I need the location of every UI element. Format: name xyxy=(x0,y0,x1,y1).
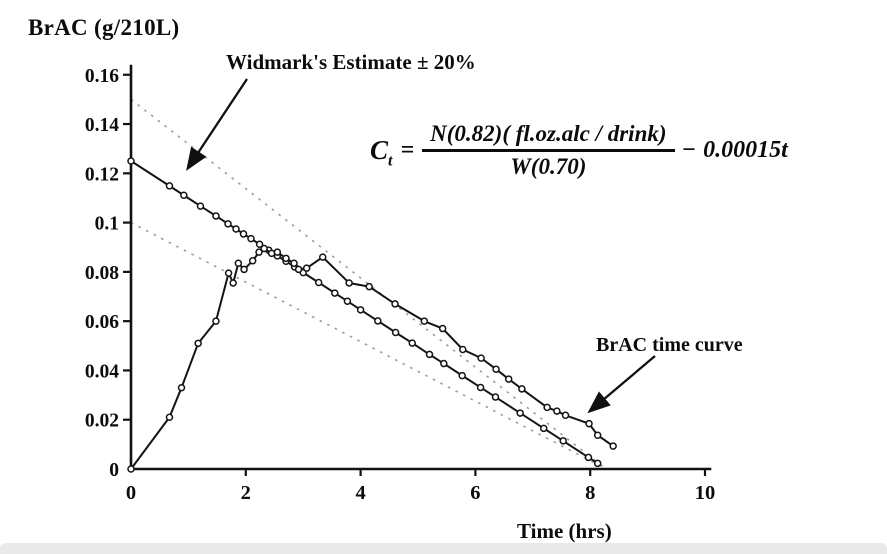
formula-fraction: N(0.82)( fl.oz.alc / drink) W(0.70) xyxy=(422,121,675,180)
widmark-estimate-marker xyxy=(314,278,323,287)
widmark-estimate-marker xyxy=(247,234,255,243)
widmark-annotation-label: Widmark's Estimate ± 20% xyxy=(226,50,476,74)
bottom-scrubber-bar xyxy=(0,543,887,554)
brac-time-curve-marker xyxy=(438,324,447,333)
widmark-estimate-marker xyxy=(391,328,400,337)
brac-time-curve-line xyxy=(130,247,615,470)
widmark-estimate-marker xyxy=(559,437,567,445)
brac-time-curve-marker xyxy=(294,265,303,274)
brac-annotation-arrow xyxy=(587,355,656,414)
widmark-estimate-marker xyxy=(458,371,466,380)
brac-time-curve-marker xyxy=(224,269,233,277)
y-tick-label: 0.04 xyxy=(85,361,119,382)
brac-time-curve-marker xyxy=(177,383,186,392)
brac-time-curve-marker xyxy=(165,413,174,422)
brac-time-curve-marker xyxy=(302,264,311,272)
brac-time-curve-marker xyxy=(492,365,500,373)
widmark-annotation-arrow xyxy=(186,78,248,171)
y-tick-label: 0.16 xyxy=(85,66,119,87)
formula-lhs-subscript: t xyxy=(388,152,393,170)
brac-time-curve-marker xyxy=(459,345,467,354)
widmark-estimate-marker xyxy=(239,230,248,238)
brac-time-curve-marker xyxy=(593,431,602,439)
widmark-estimate-marker xyxy=(593,459,602,468)
widmark-estimate-marker xyxy=(212,212,220,220)
widmark-estimate-marker xyxy=(476,383,485,392)
formula-lhs: Ct xyxy=(370,135,393,170)
y-tick-label: 0.1 xyxy=(95,214,119,235)
brac-time-curve-marker xyxy=(273,248,282,256)
widmark-estimate-marker xyxy=(356,306,365,314)
y-tick-label: 0.06 xyxy=(85,312,119,333)
widmark-estimate-marker xyxy=(180,191,188,199)
brac-time-curve-marker xyxy=(553,407,561,415)
brac-time-curve-marker xyxy=(212,317,220,325)
widmark-estimate-marker xyxy=(255,240,264,249)
x-axis-title: Time (hrs) xyxy=(517,519,612,543)
brac-time-curve-marker xyxy=(290,259,298,268)
formula-equals: = xyxy=(400,137,415,163)
widmark-estimate-marker xyxy=(440,359,448,368)
brac-time-curve-marker xyxy=(543,403,551,412)
brac-annotation-label: BrAC time curve xyxy=(596,334,743,356)
brac-time-curve-marker xyxy=(248,257,257,265)
brac-time-curve-marker xyxy=(255,248,263,256)
brac-time-curve-marker xyxy=(229,279,237,287)
brac-time-curve-marker xyxy=(194,339,202,348)
widmark-estimate-marker xyxy=(491,393,500,401)
y-tick-label: 0 xyxy=(109,460,119,481)
widmark-formula: Ct = N(0.82)( fl.oz.alc / drink) W(0.70)… xyxy=(370,121,788,180)
brac-time-curve-marker xyxy=(318,253,327,261)
brac-time-curve-marker xyxy=(282,254,290,263)
y-axis-title: BrAC (g/210L) xyxy=(28,15,180,40)
widmark-estimate-marker xyxy=(584,453,593,462)
formula-trailing-term: 0.00015t xyxy=(703,137,788,163)
brac-time-curve-marker xyxy=(477,354,485,362)
brac-time-curve-marker xyxy=(365,282,373,291)
brac-time-curve-marker xyxy=(420,317,429,325)
widmark-estimate-marker xyxy=(374,317,382,325)
brac-time-curve-marker xyxy=(561,411,570,420)
y-tick-label: 0.12 xyxy=(85,164,119,185)
widmark-estimate-marker xyxy=(425,350,434,359)
brac-time-curve-marker xyxy=(585,419,593,428)
brac-time-curve-marker xyxy=(504,375,513,383)
x-tick-label: 2 xyxy=(241,482,251,504)
brac-time-curve-marker xyxy=(391,300,399,308)
brac-time-curve-marker xyxy=(609,442,617,450)
y-tick-label: 0.08 xyxy=(85,263,119,284)
y-tick-label: 0.02 xyxy=(85,411,119,432)
formula-denominator: W(0.70) xyxy=(510,154,587,179)
widmark-estimate-marker xyxy=(516,409,524,417)
widmark-estimate-marker xyxy=(224,220,232,228)
widmark-estimate-marker xyxy=(232,225,240,233)
brac-time-curve-marker xyxy=(518,385,526,393)
x-tick-label: 6 xyxy=(470,482,480,504)
widmark-estimate-marker xyxy=(127,157,135,165)
widmark-lower-bound-line xyxy=(130,221,607,470)
brac-time-curve-marker xyxy=(127,465,135,473)
widmark-estimate-marker xyxy=(539,424,548,433)
y-tick-label: 0.14 xyxy=(85,115,119,136)
x-tick-label: 8 xyxy=(585,482,595,504)
x-tick-label: 4 xyxy=(355,482,365,504)
brac-time-curve-marker xyxy=(234,259,243,268)
brac-time-curve-marker xyxy=(345,279,353,287)
formula-minus: − xyxy=(681,137,697,163)
widmark-estimate-marker xyxy=(196,202,205,210)
widmark-upper-bound-line xyxy=(130,98,607,470)
x-tick-label: 0 xyxy=(126,482,136,504)
brac-time-curve-marker xyxy=(240,265,248,274)
x-tick-label: 10 xyxy=(695,482,716,504)
widmark-estimate-marker xyxy=(408,339,417,347)
widmark-estimate-marker xyxy=(343,297,352,305)
brac-time-curve-marker xyxy=(260,244,268,253)
widmark-estimate-marker xyxy=(165,182,174,190)
widmark-estimate-marker xyxy=(331,289,339,297)
formula-numerator: N(0.82)( fl.oz.alc / drink) xyxy=(422,121,675,152)
